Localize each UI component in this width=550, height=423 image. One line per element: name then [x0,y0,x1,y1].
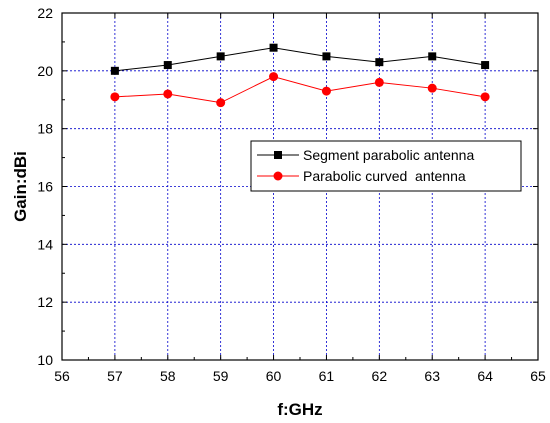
y-tick-label: 18 [37,121,53,137]
data-point-square [428,52,437,61]
legend-marker-square [274,151,282,159]
data-point-circle [110,92,120,102]
data-point-square [269,43,278,52]
data-point-circle [321,86,331,96]
x-tick-label: 59 [213,368,229,384]
legend-entry-parabolic: Parabolic curved antenna [257,168,466,184]
legend-entry-segment: Segment parabolic antenna [257,147,474,163]
data-point-square [216,52,225,61]
x-tick-label: 65 [530,368,546,384]
legend-marker-circle [273,171,283,181]
x-tick-label: 64 [477,368,493,384]
x-tick-label: 57 [107,368,123,384]
x-tick-label: 58 [160,368,176,384]
y-tick-label: 20 [37,63,53,79]
data-point-circle [427,83,437,93]
x-tick-label: 56 [54,368,70,384]
legend-label-segment: Segment parabolic antenna [303,147,474,163]
x-tick-label: 61 [319,368,335,384]
y-tick-label: 16 [37,179,53,195]
series-line-0 [114,47,486,72]
x-tick-label: 63 [424,368,440,384]
y-tick-label: 10 [37,352,53,368]
data-point-square [110,66,119,75]
data-point-circle [216,98,226,108]
legend-box [250,140,522,192]
data-point-square [481,61,490,70]
series-layer [110,43,490,108]
y-axis-title: Gain:dBi [11,151,30,222]
data-point-circle [269,72,279,82]
data-point-circle [374,77,384,87]
x-tick-label: 62 [372,368,388,384]
series-line-1 [114,76,486,104]
legend: Segment parabolic antenna Parabolic curv… [250,140,522,192]
x-axis-title: f:GHz [277,400,322,419]
data-point-square [375,58,384,67]
x-tick-label: 60 [266,368,282,384]
tick-labels: 56 57 58 59 60 61 62 63 64 65 10 12 14 16 18 20 22 [37,5,546,384]
data-point-circle [163,89,173,99]
data-point-circle [480,92,490,102]
y-tick-label: 14 [37,236,53,252]
data-point-square [163,61,172,70]
axis-ticks [61,12,539,361]
data-point-square [322,52,331,61]
y-tick-label: 12 [37,294,53,310]
y-tick-label: 22 [37,5,53,21]
legend-label-parabolic: Parabolic curved antenna [303,168,466,184]
